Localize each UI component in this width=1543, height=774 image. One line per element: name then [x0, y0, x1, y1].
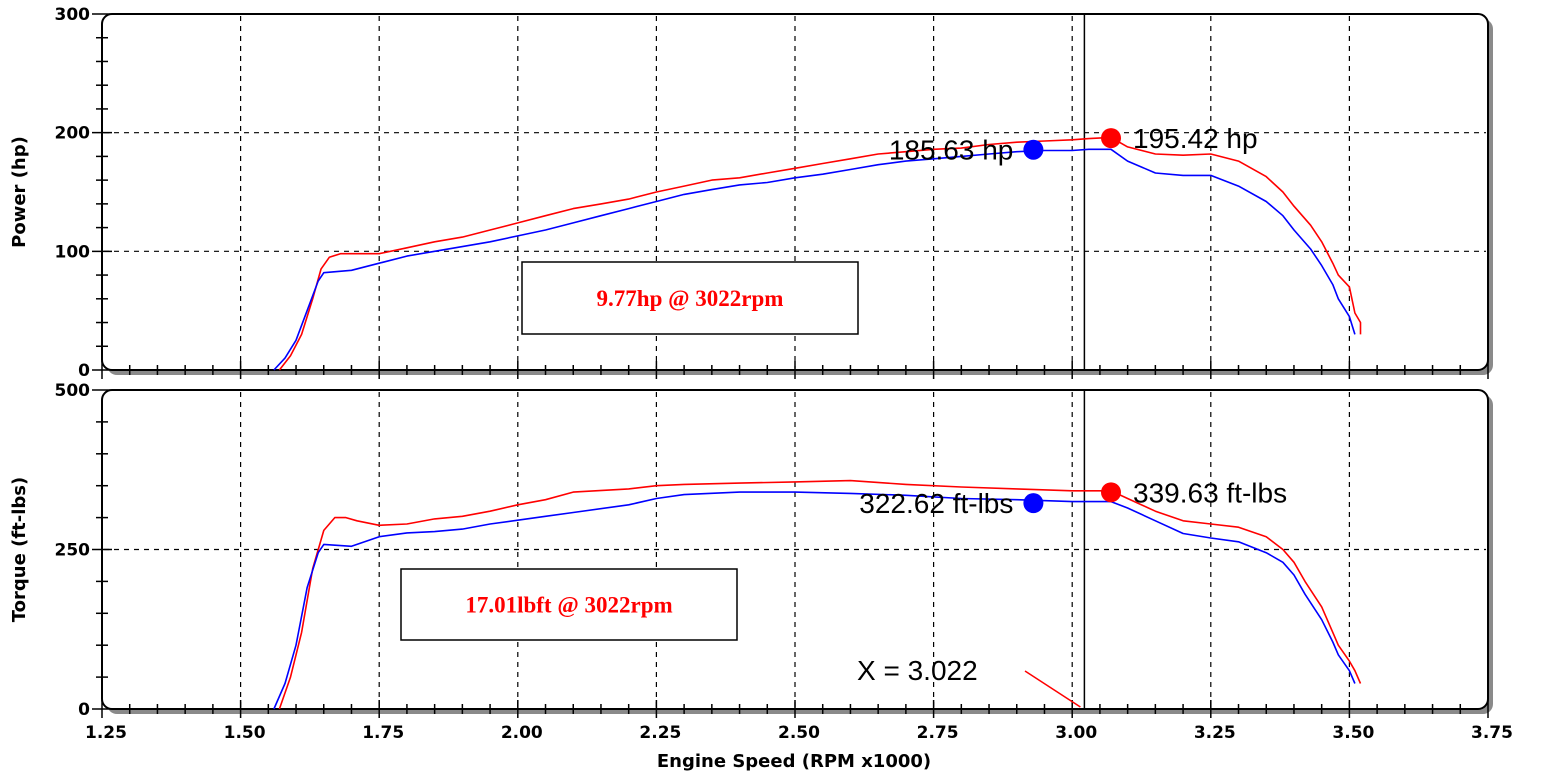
y-tick-label: 500	[55, 381, 91, 401]
x-tick-label: 2.75	[917, 723, 959, 743]
marker-dot	[1023, 493, 1044, 514]
series-line	[273, 491, 1356, 710]
x-tick-label: 2.00	[501, 723, 543, 743]
cursor-value-label: X = 3.022	[857, 655, 978, 686]
x-tick-label: 3.50	[1332, 723, 1374, 743]
marker-dot	[1023, 139, 1044, 160]
marker-dot	[1101, 128, 1122, 149]
annotation-box	[400, 568, 738, 641]
x-tick-label: 1.25	[85, 723, 127, 743]
annotation-text: 17.01lbft @ 3022rpm	[465, 593, 672, 619]
x-axis-title: Engine Speed (RPM x1000)	[657, 751, 931, 772]
y-tick-label: 100	[55, 242, 91, 262]
marker-label: 322.62 ft-lbs	[859, 488, 1013, 519]
y-axis-title: Torque (ft-lbs)	[9, 477, 30, 622]
marker-dot	[1101, 482, 1122, 503]
x-tick-label: 2.25	[639, 723, 681, 743]
x-tick-label: 2.50	[778, 723, 820, 743]
marker-label: 195.42 hp	[1133, 123, 1258, 154]
y-tick-label: 300	[55, 5, 91, 25]
series-line	[278, 136, 1362, 371]
torque-panel: 0 250 500 Torque (ft-lbs) 322.62 ft-lbs 339.6…	[9, 381, 1513, 743]
series-line	[278, 479, 1362, 710]
cursor-leader-line	[1024, 670, 1081, 708]
x-tick-label: 1.75	[362, 723, 404, 743]
x-tick-label: 3.75	[1471, 723, 1513, 743]
y-tick-label: 250	[55, 541, 91, 561]
power-panel: 0 100 200 300 Power (hp) 185.63 hp 195.42 hp 9.…	[9, 5, 1493, 381]
y-axis-title: Power (hp)	[9, 136, 30, 248]
x-tick-label: 1.50	[224, 723, 266, 743]
marker-label: 339.63 ft-lbs	[1133, 477, 1287, 508]
y-tick-label: 200	[55, 124, 91, 144]
y-tick-label: 0	[78, 700, 90, 720]
annotation-text: 9.77hp @ 3022rpm	[597, 286, 784, 312]
y-tick-label: 0	[78, 361, 90, 381]
marker-label: 185.63 hp	[889, 135, 1014, 166]
series-line	[273, 148, 1356, 371]
annotation-box	[521, 261, 859, 335]
x-tick-label: 3.25	[1194, 723, 1236, 743]
x-tick-label: 3.00	[1055, 723, 1097, 743]
